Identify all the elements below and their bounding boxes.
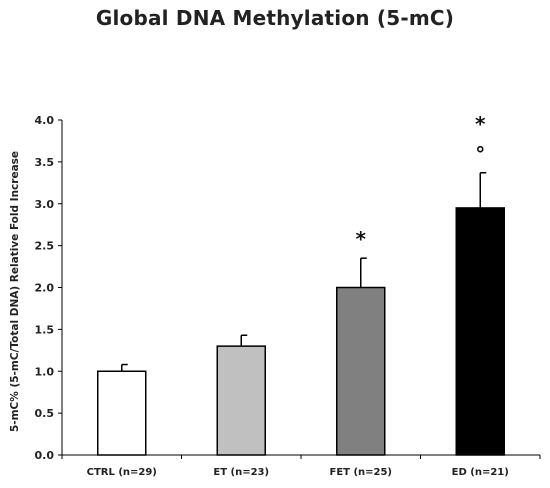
significance-marker: * (356, 227, 367, 251)
y-tick-label: 4.0 (35, 114, 55, 127)
chart-bars (97, 172, 505, 456)
x-tick-label: ED (n=21) (452, 467, 509, 478)
bar-1 (216, 345, 266, 456)
y-tick-label: 3.0 (35, 198, 55, 211)
bar-0 (97, 370, 147, 456)
y-tick-label: 0.5 (35, 407, 55, 420)
y-tick-label: 3.5 (35, 156, 55, 169)
x-tick-label: FET (n=25) (329, 467, 392, 478)
chart-labels: 0.0 0.5 1.0 1.5 2.0 2.5 3.0 3.5 4.0 5-mC% (5-mC/T… (9, 112, 509, 478)
y-tick-label: 2.5 (35, 240, 55, 253)
bar-2 (336, 286, 386, 456)
bar-3 (455, 207, 505, 456)
chart-title: Global DNA Methylation (5-mC) (95, 6, 455, 30)
x-tick-label: ET (n=23) (213, 467, 269, 478)
y-tick-label: 2.0 (35, 282, 55, 295)
x-tick-label: CTRL (n=29) (87, 467, 157, 478)
y-axis-label: 5-mC% (5-mC/Total DNA) Relative Fold Inc… (9, 151, 21, 432)
y-tick-label: 1.0 (35, 365, 55, 378)
significance-marker: * (475, 112, 486, 136)
y-tick-label: 1.5 (35, 323, 55, 336)
significance-marker: ° (475, 142, 485, 166)
y-tick-label: 0.0 (35, 449, 55, 462)
